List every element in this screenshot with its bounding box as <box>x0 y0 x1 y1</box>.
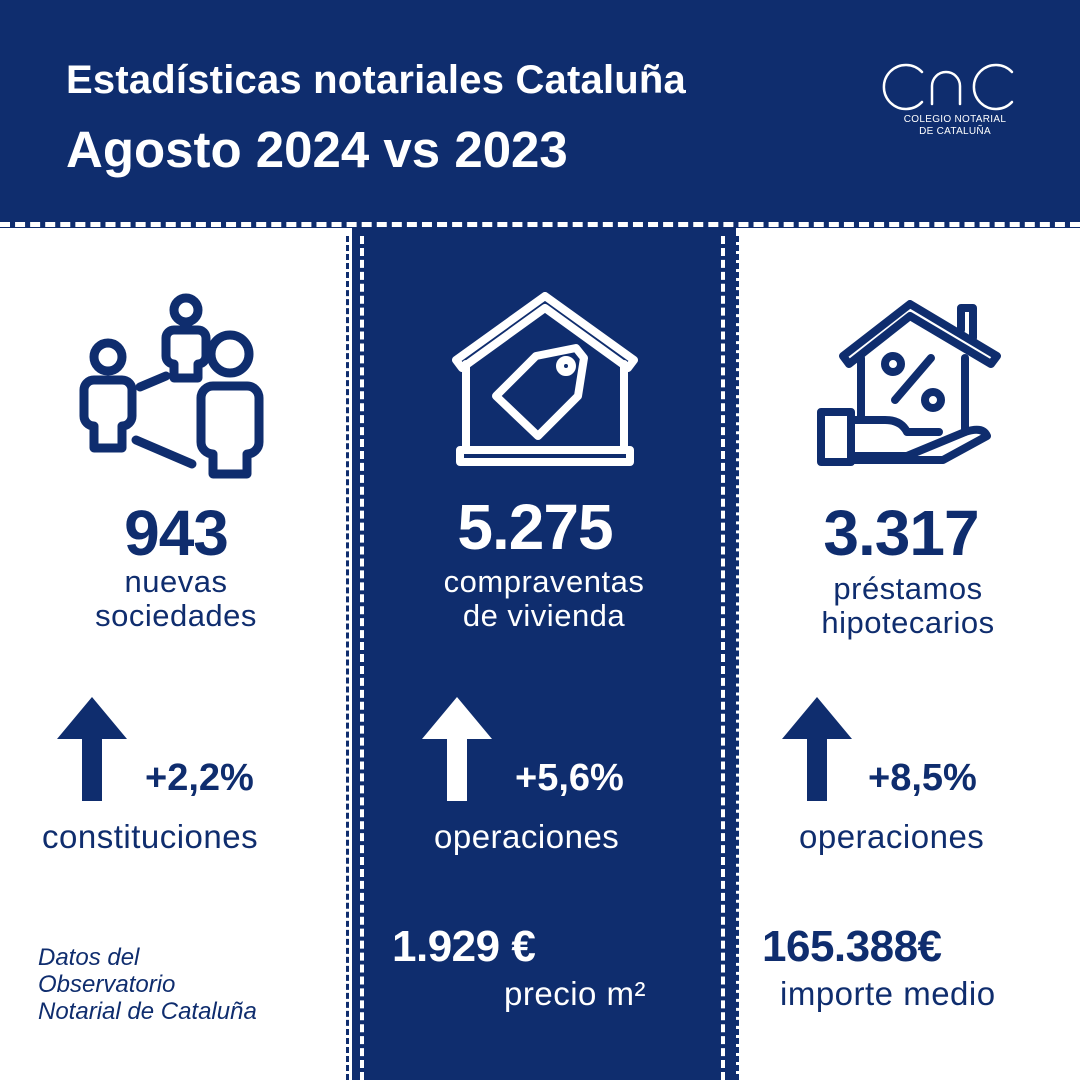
price-per-m2-value: 1.929 € <box>392 922 536 971</box>
stat-value: 943 <box>124 497 229 569</box>
arrow-up-icon <box>782 697 852 801</box>
source-note: Datos del Observatorio Notarial de Catal… <box>38 944 257 1025</box>
stat-value: 3.317 <box>823 497 979 569</box>
arrow-up-icon <box>57 697 127 801</box>
header-divider <box>0 222 1080 227</box>
stat-label-line1: compraventas <box>443 564 645 599</box>
average-amount-label: importe medio <box>780 975 996 1012</box>
column-divider-right <box>736 236 739 1080</box>
change-label: constituciones <box>42 818 259 855</box>
change-label: operaciones <box>434 818 620 855</box>
stat-label-line1: préstamos <box>833 571 983 606</box>
stat-label-line2: hipotecarios <box>821 605 995 640</box>
logo-text-line1: COLEGIO NOTARIAL <box>903 114 1007 125</box>
arrow-up-icon <box>422 697 492 801</box>
house-percent-hand-icon <box>817 300 1001 466</box>
change-label: operaciones <box>799 818 985 855</box>
price-per-m2-label: precio m² <box>504 975 647 1012</box>
band-divider-left <box>360 236 364 1080</box>
stat-value: 5.275 <box>457 491 613 563</box>
stat-label-line1: nuevas <box>124 564 228 599</box>
logo-text-line2: DE CATALUÑA <box>919 126 991 137</box>
column-divider-left <box>346 236 349 1080</box>
change-percent: +8,5% <box>868 757 977 799</box>
page-title: Estadísticas notariales Cataluña <box>66 58 686 102</box>
center-column-band <box>352 228 736 1080</box>
change-percent: +5,6% <box>515 757 624 799</box>
change-percent: +2,2% <box>145 757 254 799</box>
header-banner <box>0 0 1080 228</box>
stat-label-line2: sociedades <box>95 598 257 633</box>
people-network-icon <box>79 293 264 479</box>
cnc-logo-icon <box>882 63 1014 111</box>
stat-label-line2: de vivienda <box>462 598 626 633</box>
house-price-tag-icon <box>452 292 638 466</box>
average-amount-value: 165.388€ <box>762 922 942 971</box>
page-subtitle: Agosto 2024 vs 2023 <box>66 121 568 178</box>
band-divider-right <box>721 236 725 1080</box>
